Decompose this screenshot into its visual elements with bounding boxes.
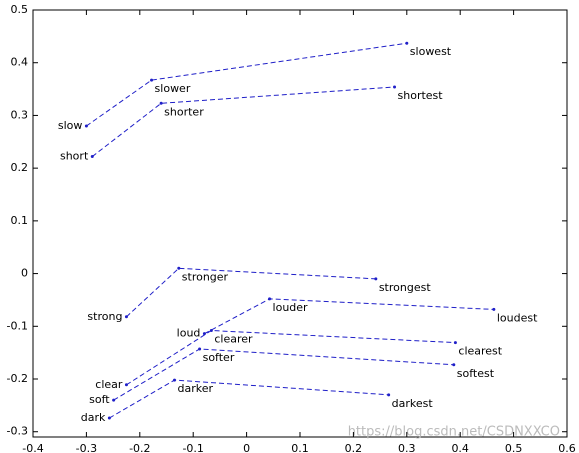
y-tick-label: 0 <box>21 267 28 280</box>
point-label: stronger <box>182 270 229 283</box>
point <box>268 297 272 301</box>
point-label: darkest <box>392 397 434 410</box>
x-tick-label: 0.5 <box>505 442 523 453</box>
y-tick-label: 0.1 <box>11 214 29 227</box>
point-label: loud <box>177 327 201 340</box>
point <box>387 393 391 397</box>
x-tick-label: 0.4 <box>451 442 469 453</box>
series-line <box>126 267 376 318</box>
point-label: slowest <box>410 45 452 58</box>
point <box>492 307 496 311</box>
point <box>173 378 177 382</box>
y-tick-label: 0.5 <box>11 3 29 16</box>
point <box>393 85 397 89</box>
point <box>198 347 202 351</box>
point-label: softer <box>203 351 235 364</box>
point <box>107 416 111 420</box>
point <box>209 329 213 333</box>
point-label: shortest <box>398 89 444 102</box>
point-label: dark <box>81 411 106 424</box>
point-label: softest <box>457 367 495 380</box>
point <box>124 383 128 387</box>
x-tick-label: 0.2 <box>345 442 363 453</box>
point-label: shorter <box>164 105 204 118</box>
point <box>159 101 163 105</box>
x-tick-label: -0.3 <box>76 442 97 453</box>
point <box>150 78 154 82</box>
point-label: strongest <box>379 281 432 294</box>
x-tick-label: 0.6 <box>558 442 576 453</box>
series-line <box>204 298 494 335</box>
point <box>177 266 181 270</box>
y-tick-label: 0.2 <box>11 161 29 174</box>
series-line <box>109 379 389 419</box>
x-tick-label: -0.4 <box>22 442 43 453</box>
point-label: clearer <box>214 333 253 346</box>
series-line <box>86 42 407 127</box>
x-tick-label: 0 <box>243 442 250 453</box>
x-tick-label: 0.1 <box>291 442 309 453</box>
point <box>112 398 116 402</box>
y-tick-label: -0.3 <box>7 425 28 438</box>
point <box>84 124 88 128</box>
x-tick-label: -0.1 <box>182 442 203 453</box>
watermark: https://blog.csdn.net/CSDNXXCO <box>348 425 560 440</box>
y-tick-label: 0.3 <box>11 108 29 121</box>
point <box>90 155 94 159</box>
point <box>453 341 457 345</box>
point-label: loudest <box>497 311 538 324</box>
y-tick-label: -0.1 <box>7 319 28 332</box>
y-tick-label: -0.2 <box>7 372 28 385</box>
point <box>374 277 378 281</box>
point-label: slower <box>155 82 191 95</box>
point <box>124 315 128 319</box>
y-tick-label: 0.4 <box>11 56 29 69</box>
point-label: clear <box>95 378 123 391</box>
point-label: strong <box>87 310 122 323</box>
x-tick-label: -0.2 <box>129 442 150 453</box>
point <box>452 363 456 367</box>
point-label: clearest <box>458 345 502 358</box>
point-label: slow <box>58 119 83 132</box>
series-line <box>91 86 395 157</box>
point <box>405 41 409 45</box>
series-line <box>113 348 454 401</box>
point-label: short <box>60 150 89 163</box>
point <box>202 332 206 336</box>
point-label: darker <box>178 382 214 395</box>
point-label: soft <box>89 393 110 406</box>
point-label: louder <box>273 301 309 314</box>
x-tick-label: 0.3 <box>398 442 416 453</box>
